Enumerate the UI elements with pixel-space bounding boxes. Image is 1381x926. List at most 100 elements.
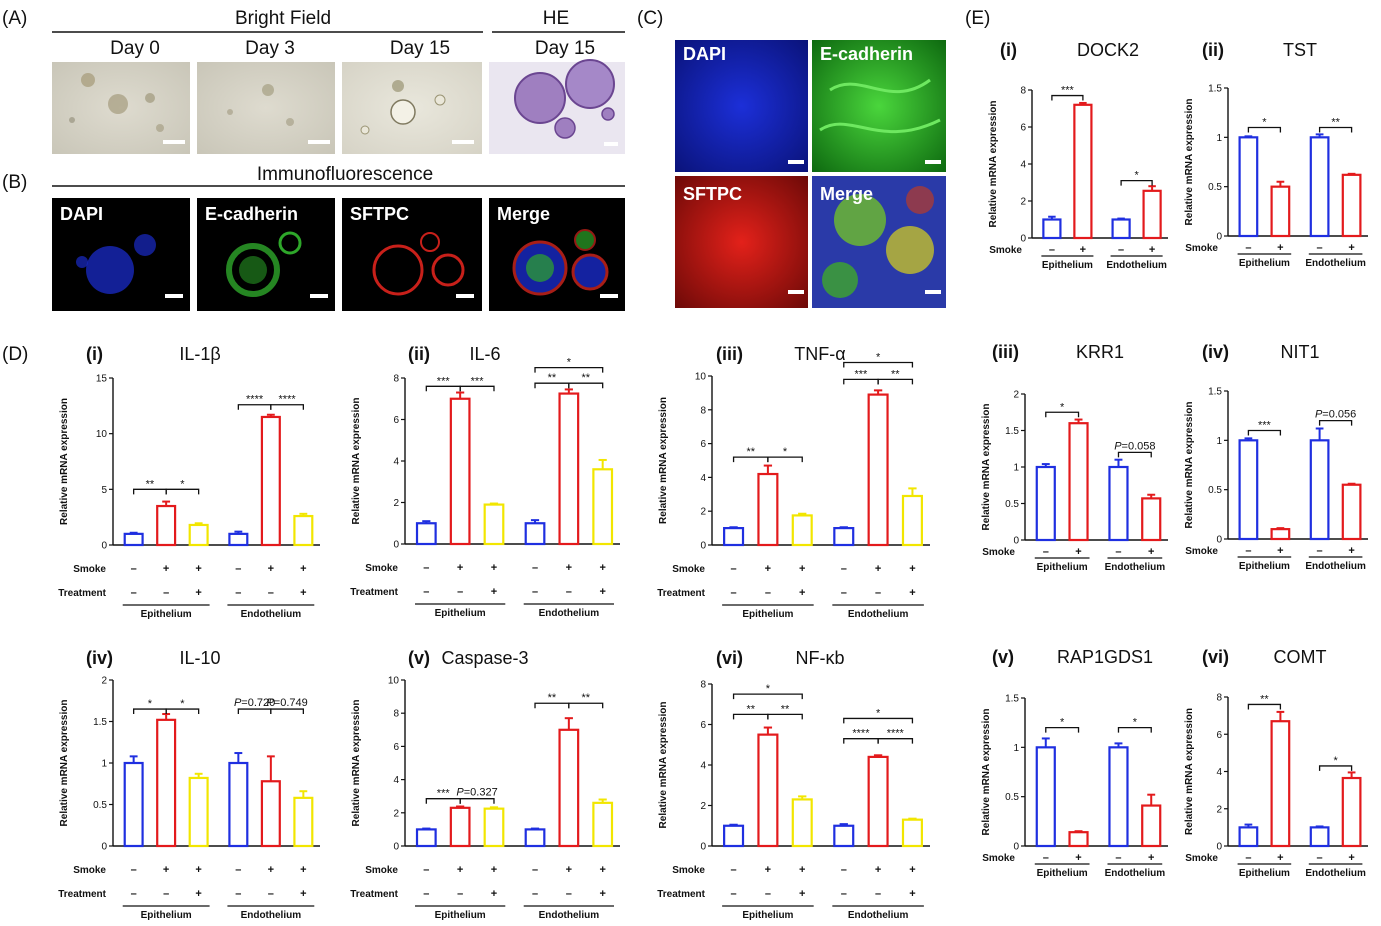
chart-e-tst: (ii) TST 0 0.5 1 1.5 Relative mRNA expression *… [1184, 40, 1368, 269]
bar [293, 514, 314, 547]
endothelium-label: Endothelium [1305, 561, 1366, 572]
treatment-sign: – [457, 888, 463, 900]
treatment-sign: – [131, 888, 137, 900]
smoke-sign: – [841, 864, 847, 876]
epithelium-label: Epithelium [141, 609, 192, 620]
bar [524, 828, 546, 848]
significance-bracket [1117, 726, 1152, 733]
smoke-sign: + [300, 563, 306, 575]
y-tick-label: 4 [1216, 767, 1222, 778]
smoke-sign: + [1277, 242, 1283, 254]
chart-numeral: (iii) [992, 342, 1019, 362]
panel-label-e: (E) [965, 8, 990, 29]
treatment-sign: – [731, 888, 737, 900]
epithelium-label: Epithelium [435, 608, 486, 619]
y-tick-label: 1.5 [1005, 694, 1019, 705]
chart-e-krr1: (iii) KRR1 0 0.5 1 1.5 2 Relative mRNA expressi… [981, 342, 1168, 573]
smoke-sign: – [1317, 242, 1323, 254]
p-value-label: P=0.058 [1114, 440, 1155, 452]
bar [723, 526, 745, 547]
if-c-dapi-label: DAPI [683, 44, 726, 64]
y-axis-label: Relative mRNA expression [59, 398, 70, 525]
smoke-sign: – [731, 864, 737, 876]
smoke-sign: – [235, 864, 241, 876]
bar [260, 415, 281, 547]
y-tick-label: 0.5 [1208, 182, 1222, 193]
y-tick-label: 2 [1013, 390, 1019, 401]
smoke-sign: + [765, 864, 771, 876]
treatment-sign: – [268, 587, 274, 599]
y-axis-label: Relative mRNA expression [1184, 402, 1195, 529]
treatment-sign: – [566, 586, 572, 598]
if-ecadherin-image [197, 198, 335, 311]
chart-title: NIT1 [1280, 342, 1319, 362]
bar [1035, 465, 1056, 542]
smoke-sign: – [1049, 244, 1055, 256]
chart-numeral: (i) [1000, 40, 1017, 60]
he-day15-label: Day 15 [535, 38, 595, 59]
chart-title: TST [1283, 40, 1317, 60]
significance-stars: * [180, 698, 185, 710]
panel-label-d: (D) [2, 344, 28, 365]
smoke-sign: + [163, 563, 169, 575]
treatment-sign: + [799, 888, 805, 900]
smoke-sign: + [799, 864, 805, 876]
treatment-row-label: Treatment [657, 889, 705, 900]
bar [1108, 746, 1129, 848]
significance-bracket [568, 702, 604, 709]
epithelium-label: Epithelium [435, 910, 486, 921]
y-axis-label: Relative mRNA expression [988, 101, 999, 228]
treatment-sign: – [731, 587, 737, 599]
if-sftpc-image [342, 198, 482, 311]
y-tick-label: 8 [700, 405, 706, 416]
y-tick-label: 0 [1216, 842, 1222, 853]
significance-bracket [877, 378, 914, 385]
chart-title: IL-6 [469, 344, 500, 364]
epithelium-label: Epithelium [1042, 260, 1093, 271]
p-value-label: P=0.749 [266, 697, 307, 709]
treatment-sign: – [532, 888, 538, 900]
treatment-sign: – [875, 587, 881, 599]
significance-stars: ** [548, 692, 557, 704]
bar [592, 801, 614, 848]
epithelium-label: Epithelium [1239, 258, 1290, 269]
endothelium-label: Endothelium [1106, 260, 1167, 271]
endothelium-label: Endothelium [539, 910, 600, 921]
significance-bracket [459, 798, 495, 804]
y-axis-label: Relative mRNA expression [981, 404, 992, 531]
endothelium-label: Endothelium [848, 910, 909, 921]
bar [1309, 439, 1330, 541]
treatment-sign: – [163, 587, 169, 599]
he-stain-image [489, 59, 625, 154]
bar [1270, 185, 1291, 238]
if-c-ecadherin-image [812, 40, 946, 172]
smoke-sign: – [1043, 852, 1049, 864]
endothelium-label: Endothelium [1105, 868, 1166, 879]
smoke-sign: + [1277, 545, 1283, 557]
y-tick-label: 10 [96, 429, 108, 440]
smoke-sign: + [491, 864, 497, 876]
smoke-sign: + [1075, 852, 1081, 864]
significance-stars: **** [887, 728, 905, 740]
y-tick-label: 6 [1216, 730, 1222, 741]
smoke-row-label: Smoke [672, 564, 705, 575]
treatment-sign: – [765, 888, 771, 900]
smoke-sign: – [1115, 852, 1121, 864]
bar [415, 828, 437, 848]
treatment-sign: – [235, 888, 241, 900]
chart-d-tnf-: (iii) TNF-α 0 2 4 6 8 10 Relative mRNA expressio… [657, 344, 930, 620]
y-tick-label: 0 [1013, 536, 1019, 547]
endothelium-label: Endothelium [1305, 868, 1366, 879]
y-tick-label: 6 [393, 742, 399, 753]
chart-numeral: (ii) [408, 344, 430, 364]
bar [228, 532, 249, 547]
chart-title: IL-10 [179, 648, 220, 668]
smoke-sign: + [300, 864, 306, 876]
bar [757, 733, 779, 848]
smoke-sign: – [1115, 546, 1121, 558]
y-tick-label: 4 [700, 761, 706, 772]
y-tick-label: 1 [1013, 463, 1019, 474]
